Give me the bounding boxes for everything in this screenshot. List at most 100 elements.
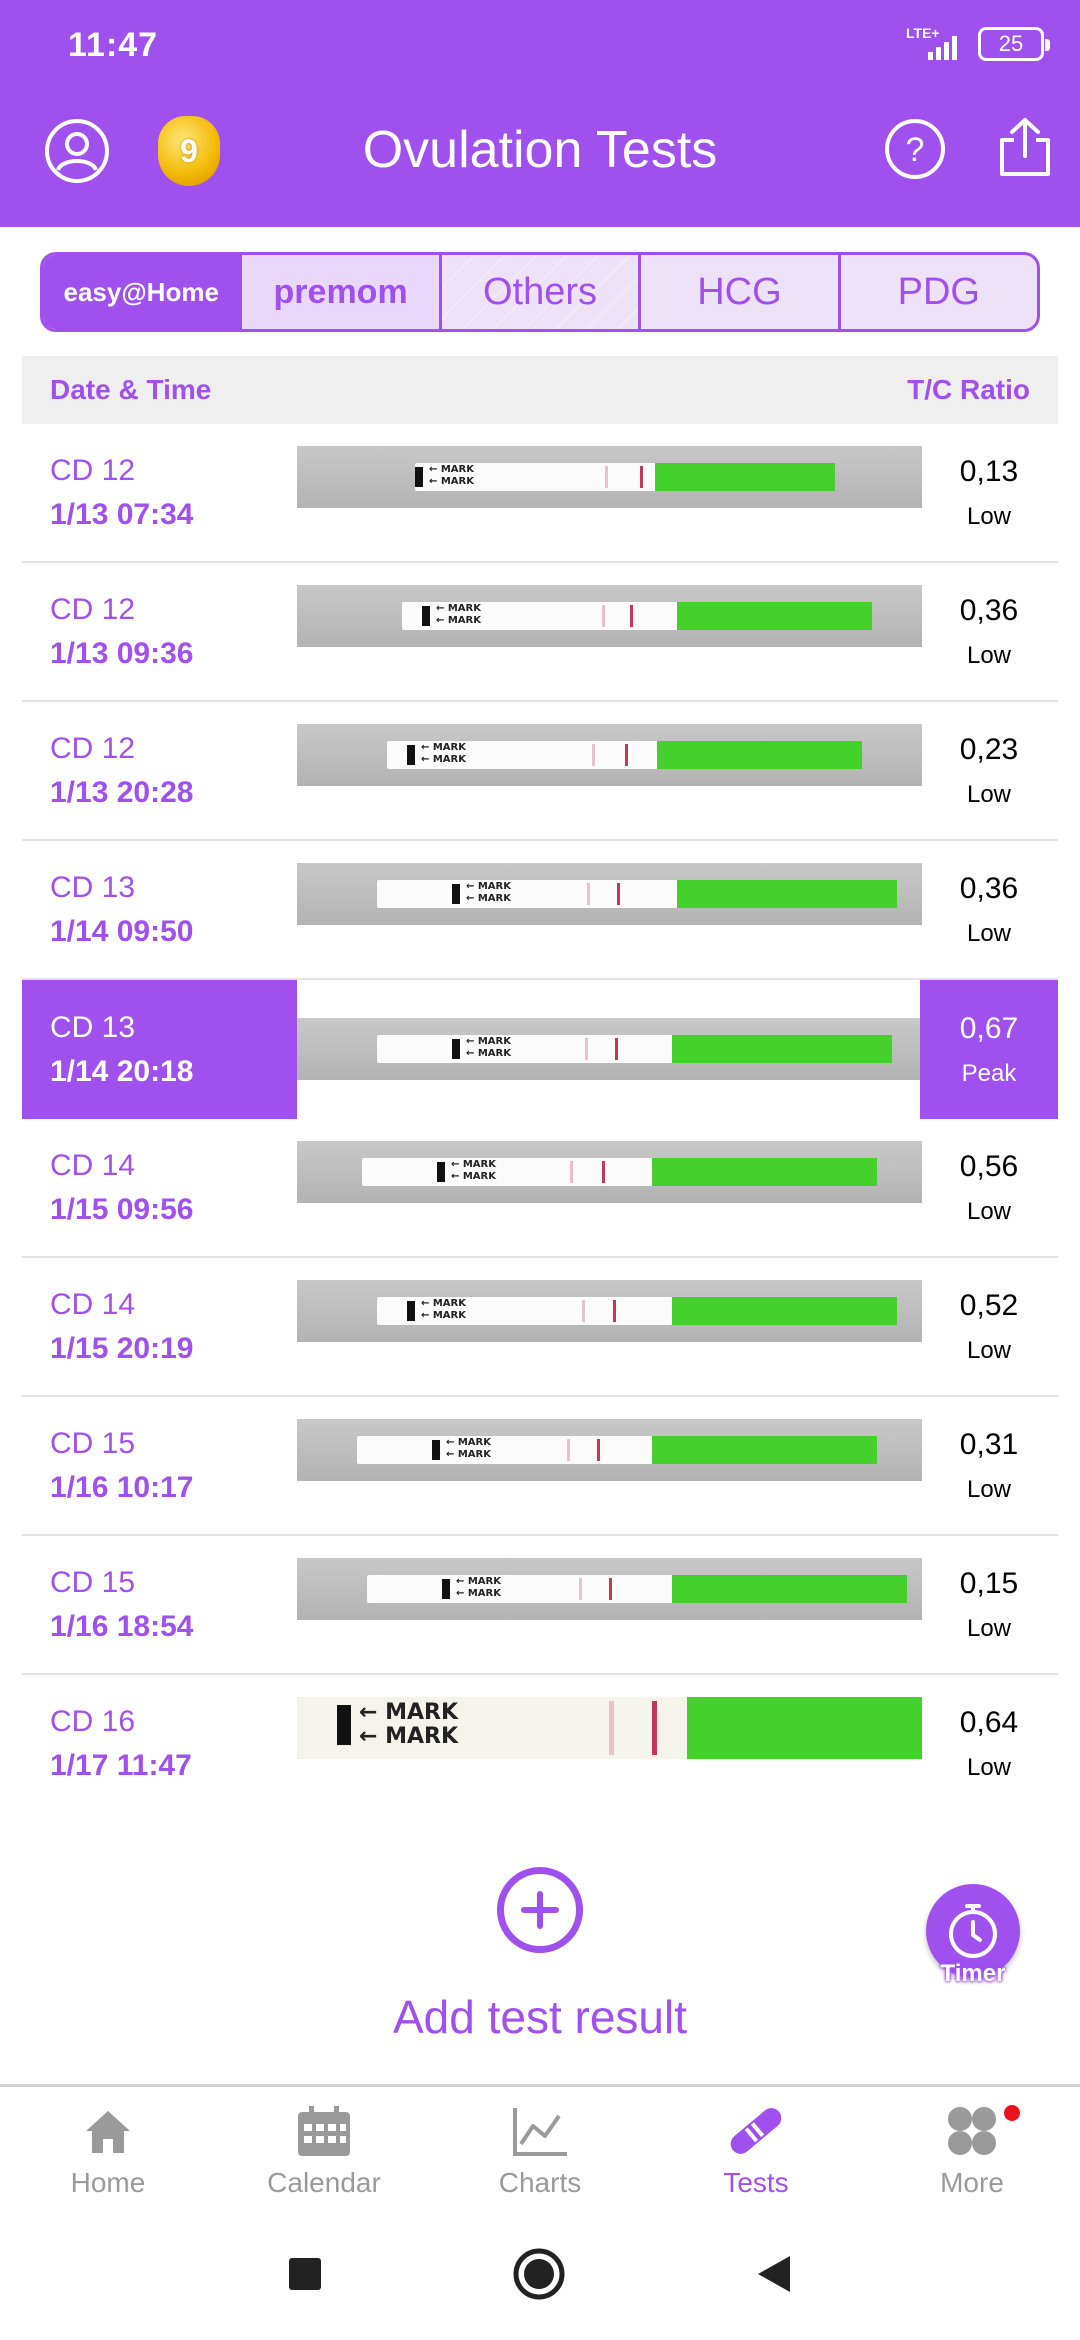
app-header: 11:47 LTE+ 25 9 Ovulation Tests ? bbox=[0, 0, 1080, 227]
test-strip-image: ← MARK ← MARK bbox=[297, 1280, 922, 1342]
cycle-day: CD 13 bbox=[50, 870, 136, 904]
nav-charts[interactable]: Charts bbox=[432, 2087, 648, 2208]
svg-text:?: ? bbox=[906, 131, 925, 169]
table-row[interactable]: CD 16 1/17 11:47 ← MARK ← MARK 0,64 Low bbox=[22, 1675, 1058, 1814]
test-date-time: 1/15 20:19 bbox=[50, 1331, 194, 1365]
add-test-result-label[interactable]: Add test result bbox=[392, 1991, 688, 2043]
home-icon bbox=[86, 2111, 130, 2153]
test-date-time: 1/13 07:34 bbox=[50, 497, 194, 531]
tc-ratio-value: 0,23 bbox=[959, 732, 1019, 766]
result-level: Peak bbox=[961, 1059, 1017, 1087]
notification-dot bbox=[1004, 2105, 1020, 2121]
cycle-day: CD 15 bbox=[50, 1565, 136, 1599]
table-row[interactable]: CD 15 1/16 18:54 ← MARK ← MARK 0,15 Low bbox=[22, 1536, 1058, 1675]
test-strip-image: ← MARK ← MARK bbox=[297, 1558, 922, 1620]
stopwatch-icon bbox=[949, 1904, 997, 1958]
test-date-time: 1/13 20:28 bbox=[50, 775, 194, 809]
column-tc-ratio: T/C Ratio bbox=[907, 374, 1030, 405]
profile-icon[interactable] bbox=[44, 118, 110, 184]
tab-premom[interactable]: premom bbox=[242, 255, 442, 329]
page-title: Ovulation Tests bbox=[362, 121, 718, 179]
coins-badge[interactable]: 9 bbox=[158, 116, 220, 186]
tc-ratio-value: 0,31 bbox=[959, 1427, 1019, 1461]
test-strip-image: ← MARK ← MARK bbox=[297, 1697, 922, 1759]
cycle-day: CD 14 bbox=[50, 1148, 136, 1182]
home-circle-icon[interactable] bbox=[512, 2247, 566, 2301]
tab-hcg[interactable]: HCG bbox=[641, 255, 841, 329]
status-icons: LTE+ 25 bbox=[902, 24, 1050, 64]
battery-icon: 25 bbox=[978, 27, 1050, 61]
test-strip-image: ← MARK ← MARK bbox=[297, 1018, 922, 1080]
test-date-time: 1/13 09:36 bbox=[50, 636, 194, 670]
table-row-selected[interactable]: CD 13 1/14 20:18 ← MARK ← MARK 0,67 Peak bbox=[22, 980, 1058, 1119]
column-date-time: Date & Time bbox=[50, 374, 212, 405]
cycle-day: CD 15 bbox=[50, 1426, 136, 1460]
table-row[interactable]: CD 14 1/15 09:56 ← MARK ← MARK 0,56 Low bbox=[22, 1119, 1058, 1258]
help-icon[interactable]: ? bbox=[884, 118, 946, 180]
result-level: Low bbox=[966, 780, 1012, 808]
tc-ratio-value: 0,36 bbox=[959, 871, 1019, 905]
cycle-day: CD 13 bbox=[50, 1010, 136, 1044]
tc-ratio-value: 0,52 bbox=[959, 1288, 1019, 1322]
tc-ratio-value: 0,13 bbox=[959, 454, 1019, 488]
tab-others[interactable]: Others bbox=[441, 255, 642, 329]
signal-icon: LTE+ bbox=[902, 24, 964, 64]
cycle-day: CD 14 bbox=[50, 1287, 136, 1321]
test-date-time: 1/14 20:18 bbox=[50, 1054, 194, 1088]
back-icon[interactable] bbox=[756, 2254, 792, 2294]
tc-ratio-value: 0,36 bbox=[959, 593, 1019, 627]
calendar-icon bbox=[298, 2106, 350, 2156]
more-icon bbox=[948, 2107, 996, 2155]
status-time: 11:47 bbox=[68, 26, 159, 64]
tab-pdg[interactable]: PDG bbox=[897, 270, 980, 313]
test-strip-image: ← MARK ← MARK bbox=[297, 724, 922, 786]
nav-tests[interactable]: Tests bbox=[648, 2087, 864, 2208]
tc-ratio-value: 0,56 bbox=[959, 1149, 1019, 1183]
tab-easy-at-home[interactable]: easy@Home bbox=[43, 255, 243, 329]
test-strip-image: ← MARK ← MARK bbox=[297, 1419, 922, 1481]
result-level: Low bbox=[966, 1336, 1012, 1364]
test-strip-image: ← MARK ← MARK bbox=[297, 446, 922, 508]
table-row[interactable]: CD 12 1/13 20:28 ← MARK ← MARK 0,23 Low bbox=[22, 702, 1058, 841]
plus-icon bbox=[521, 1891, 559, 1929]
table-row[interactable]: CD 13 1/14 09:50 ← MARK ← MARK 0,36 Low bbox=[22, 841, 1058, 980]
tc-ratio-value: 0,64 bbox=[959, 1705, 1019, 1739]
result-level: Low bbox=[966, 1753, 1012, 1781]
result-level: Low bbox=[966, 919, 1012, 947]
cycle-day: CD 12 bbox=[50, 453, 136, 487]
result-level: Low bbox=[966, 641, 1012, 669]
table-row[interactable]: CD 14 1/15 20:19 ← MARK ← MARK 0,52 Low bbox=[22, 1258, 1058, 1397]
test-strip-image: ← MARK ← MARK bbox=[297, 585, 922, 647]
share-icon[interactable] bbox=[994, 116, 1056, 180]
result-level: Low bbox=[966, 1197, 1012, 1225]
test-date-time: 1/16 18:54 bbox=[50, 1609, 194, 1643]
chart-icon bbox=[513, 2108, 567, 2156]
test-date-time: 1/16 10:17 bbox=[50, 1470, 194, 1504]
tc-ratio-value: 0,67 bbox=[959, 1011, 1019, 1045]
table-row[interactable]: CD 12 1/13 09:36 ← MARK ← MARK 0,36 Low bbox=[22, 563, 1058, 702]
test-date-time: 1/14 09:50 bbox=[50, 914, 194, 948]
tc-ratio-value: 0,15 bbox=[959, 1566, 1019, 1600]
add-test-button[interactable] bbox=[497, 1867, 583, 1953]
nav-more[interactable]: More bbox=[864, 2087, 1080, 2208]
result-level: Low bbox=[966, 1614, 1012, 1642]
result-level: Low bbox=[966, 502, 1012, 530]
system-navigation-bar bbox=[0, 2208, 1080, 2340]
cycle-day: CD 12 bbox=[50, 592, 136, 626]
bottom-navigation: Home Calendar Charts bbox=[0, 2084, 1080, 2208]
test-strip-image: ← MARK ← MARK bbox=[297, 1141, 922, 1203]
timer-label[interactable]: Timer bbox=[940, 1960, 1006, 1987]
test-date-time: 1/15 09:56 bbox=[50, 1192, 194, 1226]
test-result-list: CD 12 1/13 07:34 ← MARK ← MARK 0,13 Low C… bbox=[22, 424, 1058, 1814]
cycle-day: CD 12 bbox=[50, 731, 136, 765]
nav-calendar[interactable]: Calendar bbox=[216, 2087, 432, 2208]
brand-tab-bar: easy@Home premom Others HCG PDG bbox=[40, 252, 1040, 332]
test-strip-icon bbox=[730, 2108, 782, 2154]
result-level: Low bbox=[966, 1475, 1012, 1503]
nav-home[interactable]: Home bbox=[0, 2087, 216, 2208]
recents-icon[interactable] bbox=[288, 2257, 322, 2291]
table-row[interactable]: CD 15 1/16 10:17 ← MARK ← MARK 0,31 Low bbox=[22, 1397, 1058, 1536]
timer-button[interactable] bbox=[926, 1884, 1020, 1978]
table-row[interactable]: CD 12 1/13 07:34 ← MARK ← MARK 0,13 Low bbox=[22, 424, 1058, 563]
test-strip-image: ← MARK ← MARK bbox=[297, 863, 922, 925]
